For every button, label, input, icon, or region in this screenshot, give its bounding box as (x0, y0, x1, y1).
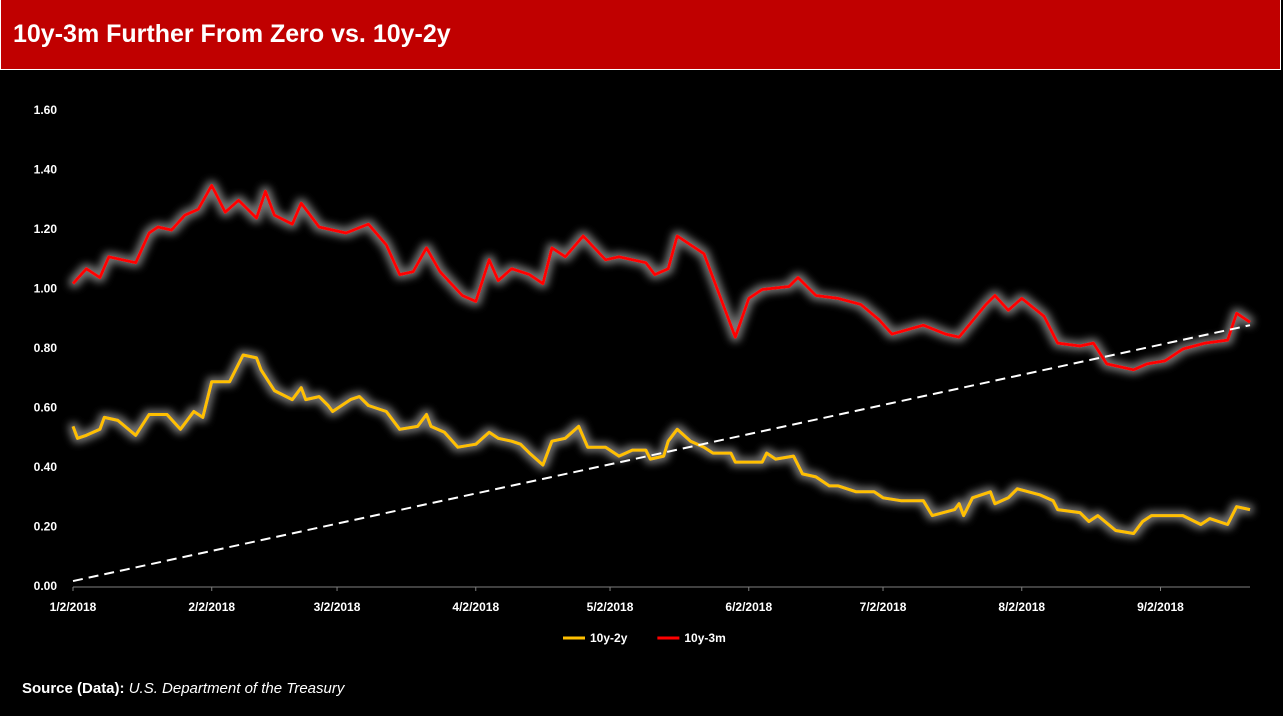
source-text: U.S. Department of the Treasury (128, 680, 345, 697)
legend: 10y-2y 10y-3m (563, 631, 726, 645)
x-tick-label: 1/2/2018 (50, 600, 97, 614)
y-tick-label: 0.40 (34, 460, 58, 474)
y-tick-label: 0.60 (34, 401, 58, 415)
x-tick-label: 8/2/2018 (998, 600, 1045, 614)
y-tick-label: 0.00 (34, 579, 58, 593)
y-tick-label: 1.40 (34, 163, 58, 177)
x-tick-label: 3/2/2018 (314, 600, 361, 614)
y-tick-label: 0.80 (34, 341, 58, 355)
y-tick-label: 1.20 (34, 222, 58, 236)
x-tick-label: 2/2/2018 (188, 600, 235, 614)
x-tick-label: 9/2/2018 (1137, 600, 1184, 614)
x-tick-label: 7/2/2018 (860, 600, 907, 614)
series-line (71, 183, 1251, 372)
y-tick-label: 1.00 (34, 282, 58, 296)
legend-label: 10y-3m (684, 631, 725, 645)
legend-label: 10y-2y (590, 631, 628, 645)
source-label: Source (Data): (22, 680, 125, 697)
y-tick-label: 0.20 (34, 520, 58, 534)
trendline (72, 324, 1251, 583)
source-note: Source (Data): U.S. Department of the Tr… (22, 680, 344, 697)
chart-title: 10y-3m Further From Zero vs. 10y-2y (13, 20, 451, 48)
series-line (71, 353, 1251, 535)
header-bar: 10y-3m Further From Zero vs. 10y-2y (0, 0, 1281, 70)
y-tick-label: 1.60 (34, 103, 58, 117)
x-tick-label: 4/2/2018 (452, 600, 499, 614)
x-tick-label: 6/2/2018 (725, 600, 772, 614)
x-tick-label: 5/2/2018 (587, 600, 634, 614)
